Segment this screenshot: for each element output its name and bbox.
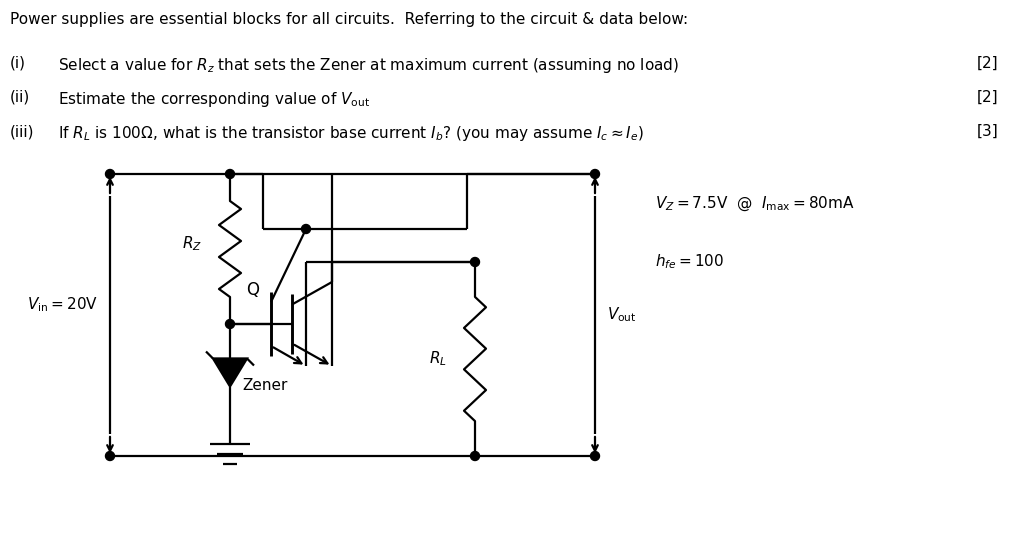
Text: Estimate the corresponding value of $V_{\mathrm{out}}$: Estimate the corresponding value of $V_{…: [58, 90, 371, 109]
Text: Zener: Zener: [242, 378, 288, 392]
Text: [2]: [2]: [976, 90, 998, 105]
Text: $V_Z = 7.5$V  @  $I_{\mathrm{max}} = 80$mA: $V_Z = 7.5$V @ $I_{\mathrm{max}} = 80$mA: [655, 195, 855, 213]
Circle shape: [225, 169, 234, 178]
Circle shape: [470, 452, 479, 460]
Text: $V_{\mathrm{in}} = 20$V: $V_{\mathrm{in}} = 20$V: [27, 296, 98, 315]
Circle shape: [225, 319, 234, 328]
Text: (iii): (iii): [10, 124, 35, 139]
Circle shape: [470, 257, 479, 266]
Text: If $R_L$ is 100Ω, what is the transistor base current $I_b$? (you may assume $I_: If $R_L$ is 100Ω, what is the transistor…: [58, 124, 644, 143]
Text: Q: Q: [247, 281, 259, 299]
Circle shape: [301, 224, 310, 233]
Circle shape: [591, 452, 599, 460]
Text: Select a value for $R_z$ that sets the Zener at maximum current (assuming no loa: Select a value for $R_z$ that sets the Z…: [58, 56, 679, 75]
Text: $h_{fe} = 100$: $h_{fe} = 100$: [655, 253, 724, 271]
Circle shape: [105, 452, 115, 460]
Circle shape: [105, 169, 115, 178]
Polygon shape: [213, 358, 247, 387]
Text: (i): (i): [10, 56, 26, 71]
Text: Power supplies are essential blocks for all circuits.  Referring to the circuit : Power supplies are essential blocks for …: [10, 12, 688, 27]
Text: [3]: [3]: [976, 124, 998, 139]
Circle shape: [591, 169, 599, 178]
Text: $V_{\mathrm{out}}$: $V_{\mathrm{out}}$: [607, 305, 637, 324]
Text: $R_Z$: $R_Z$: [182, 234, 202, 253]
Text: $R_L$: $R_L$: [429, 350, 447, 368]
Text: [2]: [2]: [976, 56, 998, 71]
Text: (ii): (ii): [10, 90, 31, 105]
